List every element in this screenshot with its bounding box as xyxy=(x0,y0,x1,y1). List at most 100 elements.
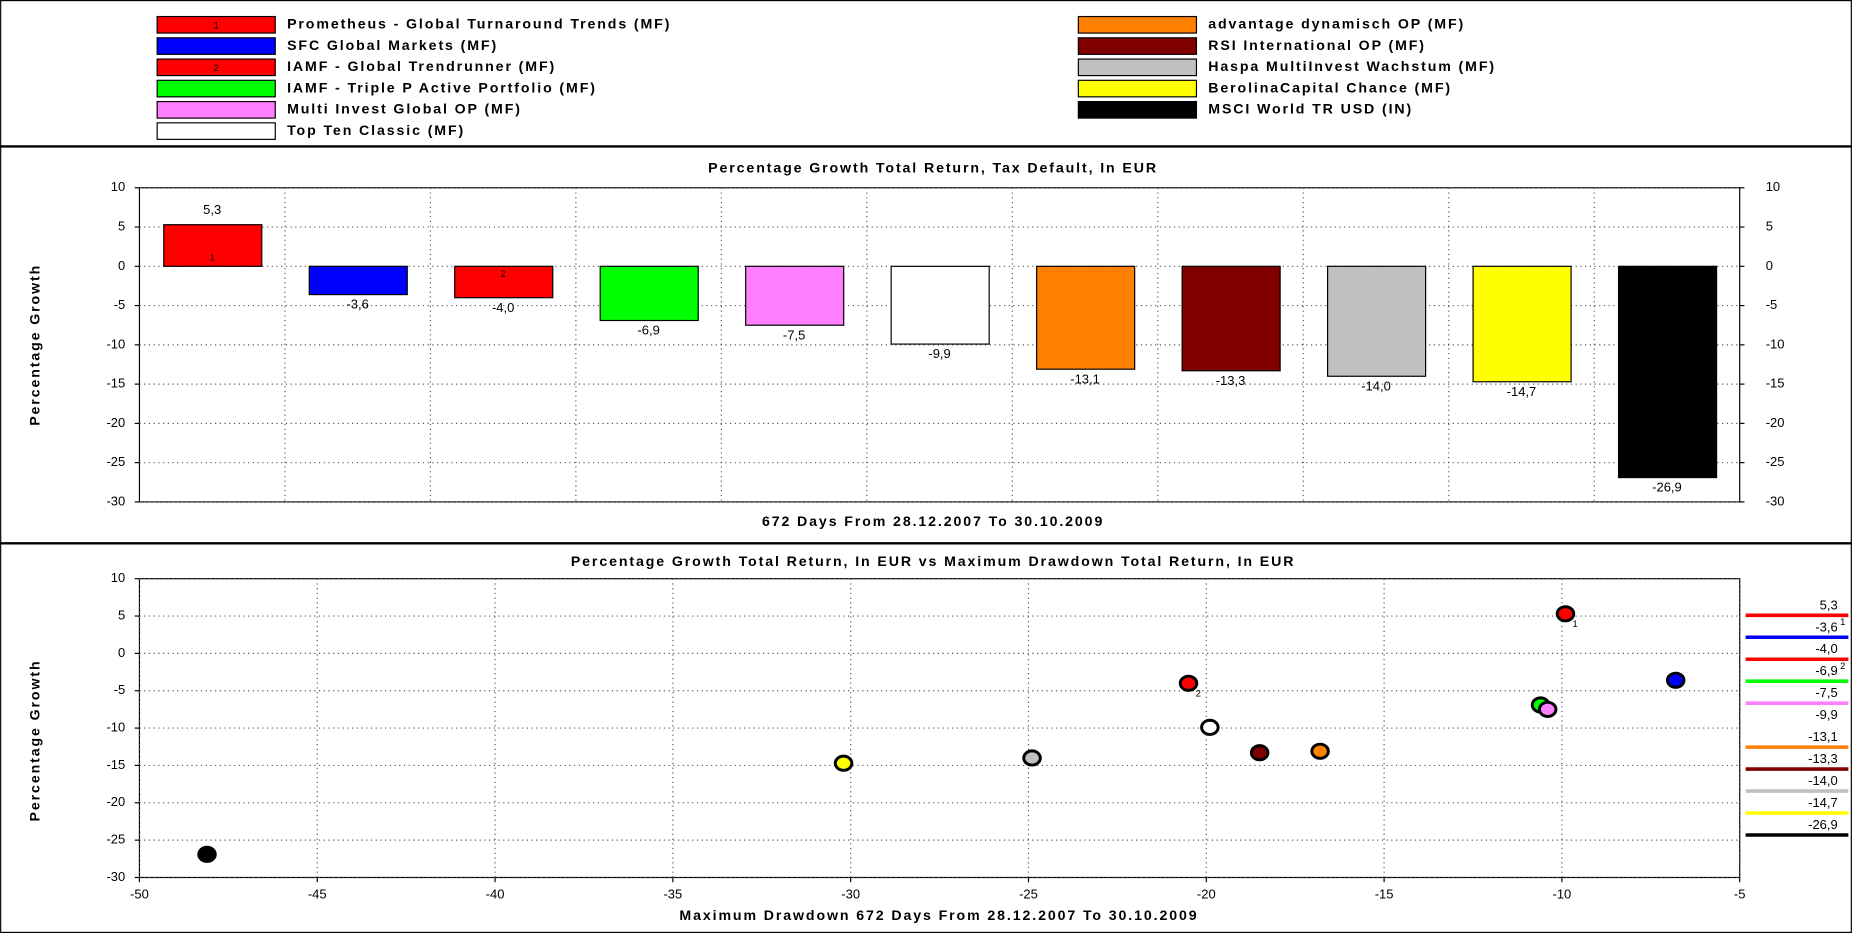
point xyxy=(1200,718,1220,736)
y-tick-label: -5 xyxy=(114,682,126,697)
y-tick-label: -25 xyxy=(106,454,125,469)
y-tick-label: 0 xyxy=(118,258,125,273)
legend-label: advantage dynamisch OP (MF) xyxy=(1208,17,1465,33)
y-tick-label: -10 xyxy=(106,720,125,735)
side-marker: 2 xyxy=(1840,661,1845,672)
value-label: -26,9 xyxy=(1652,480,1682,495)
bar-y-label: Percentage Growth xyxy=(27,264,43,426)
legend-label: BerolinaCapital Chance (MF) xyxy=(1208,80,1452,96)
bar xyxy=(599,265,699,322)
y-tick-label: 10 xyxy=(111,179,125,194)
y-tick-label-right: 10 xyxy=(1766,179,1780,194)
bar xyxy=(745,265,845,326)
point-marker: 2 xyxy=(1196,688,1201,699)
y-tick-label-right: 0 xyxy=(1766,258,1773,273)
bar-marker: 1 xyxy=(210,253,215,264)
legend-label: Prometheus - Global Turnaround Trends (M… xyxy=(287,17,671,33)
y-tick-label: -20 xyxy=(106,415,125,430)
point xyxy=(1665,671,1686,689)
x-tick-label: -10 xyxy=(1553,887,1572,902)
value-label: 5,3 xyxy=(203,202,221,217)
legend-label: RSI International OP (MF) xyxy=(1208,38,1426,54)
legend-marker: 1 xyxy=(214,20,219,31)
y-tick-label: -30 xyxy=(106,493,125,508)
legend-label: Top Ten Classic (MF) xyxy=(287,123,465,139)
value-label: -13,3 xyxy=(1216,373,1246,388)
side-label: -6,9 xyxy=(1815,663,1837,678)
scatter-title: Percentage Growth Total Return, In EUR v… xyxy=(571,554,1296,570)
side-label: -26,9 xyxy=(1808,817,1838,832)
bar-marker: 2 xyxy=(501,269,506,280)
bar xyxy=(163,224,263,267)
side-label: 5,3 xyxy=(1820,597,1838,612)
legend-swatch xyxy=(156,58,276,77)
y-tick-label-right: -30 xyxy=(1766,493,1785,508)
point-marker: 1 xyxy=(1573,619,1578,630)
legend-swatch xyxy=(1077,58,1198,77)
y-tick-label: -20 xyxy=(106,794,125,809)
side-label: -9,9 xyxy=(1815,707,1837,722)
value-label: -14,0 xyxy=(1361,378,1391,393)
y-tick-label: 10 xyxy=(111,570,125,585)
legend-swatch xyxy=(156,15,276,34)
x-tick-label: -40 xyxy=(486,887,505,902)
bar xyxy=(1181,265,1281,372)
legend-label: MSCI World TR USD (IN) xyxy=(1208,102,1413,118)
bar-x-label: 672 Days From 28.12.2007 To 30.10.2009 xyxy=(762,514,1104,530)
x-tick-label: -5 xyxy=(1734,887,1746,902)
legend-swatch xyxy=(1077,100,1198,119)
y-tick-label-right: -10 xyxy=(1766,336,1785,351)
y-tick-label-right: -20 xyxy=(1766,415,1785,430)
point xyxy=(1249,744,1270,762)
legend-label: Multi Invest Global OP (MF) xyxy=(287,102,522,118)
value-label: -4,0 xyxy=(492,300,514,315)
legend-marker: 2 xyxy=(214,63,219,74)
point xyxy=(1178,674,1199,692)
scatter-x-label: Maximum Drawdown 672 Days From 28.12.200… xyxy=(679,908,1198,924)
legend-label: IAMF - Triple P Active Portfolio (MF) xyxy=(287,80,597,96)
value-label: -9,9 xyxy=(928,346,950,361)
y-tick-label: -5 xyxy=(114,297,126,312)
y-tick-label-right: -15 xyxy=(1766,376,1785,391)
x-tick-label: -20 xyxy=(1197,887,1216,902)
x-tick-label: -50 xyxy=(130,887,149,902)
y-tick-label: -15 xyxy=(106,757,125,772)
legend-swatch xyxy=(1077,37,1198,55)
value-label: -6,9 xyxy=(637,323,659,338)
legend-swatch xyxy=(156,79,276,98)
legend-swatch xyxy=(156,37,276,55)
y-tick-label-right: 5 xyxy=(1766,218,1773,233)
bar xyxy=(1327,265,1427,377)
side-label: -4,0 xyxy=(1815,641,1837,656)
bar-title: Percentage Growth Total Return, Tax Defa… xyxy=(708,161,1158,177)
value-label: -13,1 xyxy=(1070,371,1100,386)
y-tick-label: 5 xyxy=(118,607,125,622)
bar xyxy=(890,265,990,345)
legend-label: IAMF - Global Trendrunner (MF) xyxy=(287,59,556,75)
scatter-y-label: Percentage Growth xyxy=(27,660,43,822)
bar xyxy=(1472,265,1572,383)
legend-swatch xyxy=(156,100,276,119)
y-tick-label: -10 xyxy=(106,336,125,351)
side-label: -13,1 xyxy=(1808,729,1838,744)
legend-label: SFC Global Markets (MF) xyxy=(287,38,498,54)
y-tick-label: 0 xyxy=(118,645,125,660)
x-tick-label: -45 xyxy=(308,887,327,902)
x-tick-label: -25 xyxy=(1019,887,1038,902)
value-label: -3,6 xyxy=(346,297,368,312)
bar xyxy=(454,265,554,299)
point xyxy=(1555,605,1576,623)
side-label: -14,0 xyxy=(1808,773,1838,788)
point xyxy=(1310,742,1330,760)
legend-swatch xyxy=(1077,15,1198,34)
x-tick-label: -35 xyxy=(663,887,682,902)
legend-swatch xyxy=(1077,79,1198,98)
y-tick-label: 5 xyxy=(118,218,125,233)
y-tick-label: -30 xyxy=(106,869,125,884)
y-tick-label: -25 xyxy=(106,832,125,847)
bar xyxy=(308,265,408,296)
value-label: -7,5 xyxy=(783,327,805,342)
